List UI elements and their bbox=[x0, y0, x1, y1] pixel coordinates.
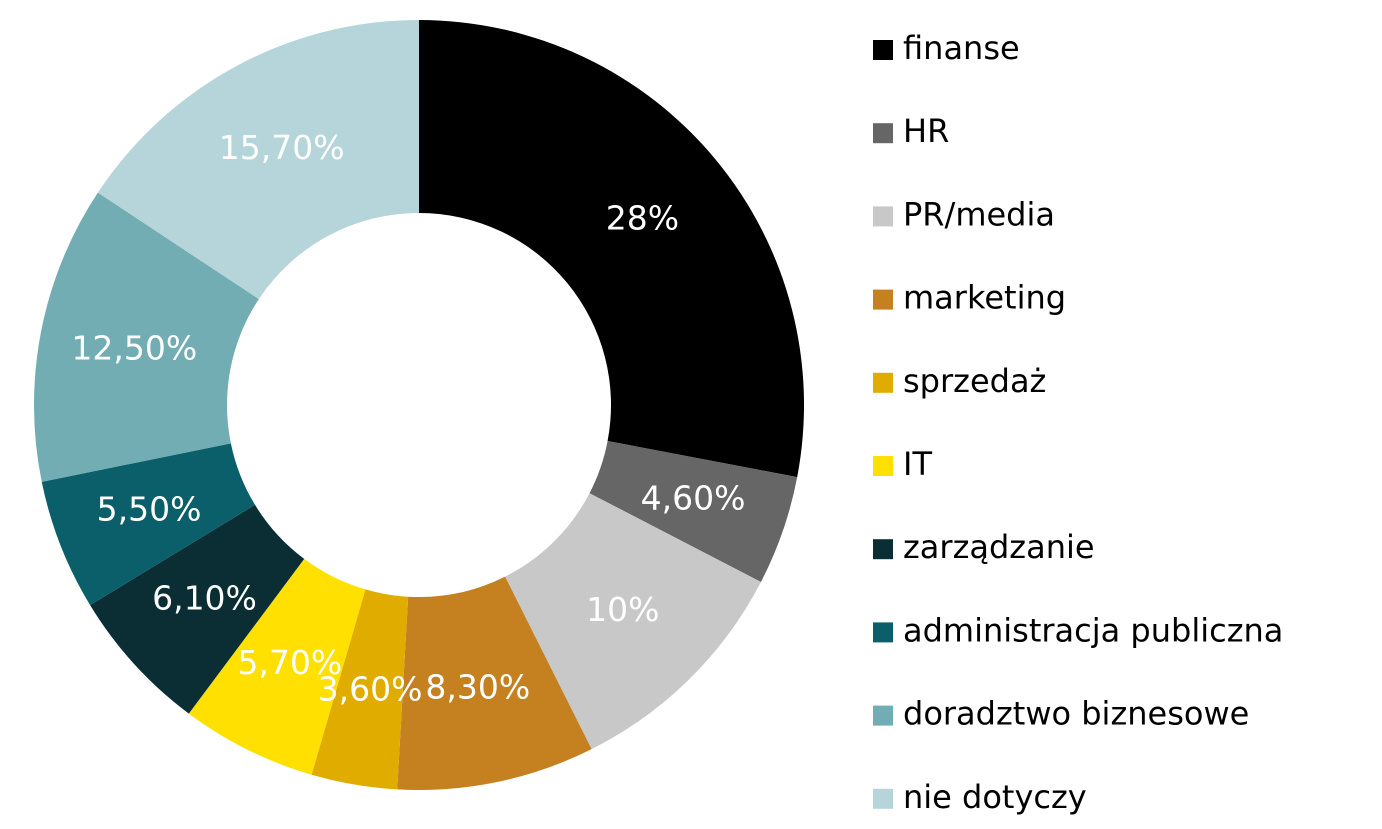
legend-label: PR/media bbox=[903, 195, 1055, 233]
data-label: 10% bbox=[586, 590, 659, 629]
donut-segment bbox=[419, 20, 805, 478]
legend-swatch bbox=[873, 705, 893, 726]
legend-label: doradztwo biznesowe bbox=[903, 695, 1249, 733]
data-label: 4,60% bbox=[641, 478, 746, 517]
legend-swatch bbox=[873, 123, 893, 144]
data-label: 28% bbox=[606, 199, 679, 238]
legend-swatch bbox=[873, 788, 893, 809]
legend-swatch bbox=[873, 289, 893, 310]
data-label: 12,50% bbox=[71, 328, 197, 367]
data-label: 5,70% bbox=[237, 643, 342, 682]
donut-segment bbox=[34, 192, 259, 482]
data-label: 5,50% bbox=[97, 489, 202, 528]
donut-segment bbox=[505, 493, 761, 750]
data-label: 3,60% bbox=[318, 669, 423, 708]
legend-label: marketing bbox=[903, 279, 1066, 317]
legend-swatch bbox=[873, 539, 893, 560]
legend-label: finanse bbox=[903, 29, 1020, 67]
legend-label: HR bbox=[903, 112, 949, 150]
legend-swatch bbox=[873, 622, 893, 643]
legend-swatch bbox=[873, 40, 893, 60]
legend-label: administracja publiczna bbox=[903, 611, 1283, 649]
legend-swatch bbox=[873, 206, 893, 227]
data-label: 15,70% bbox=[219, 128, 345, 167]
donut-segment bbox=[397, 576, 592, 790]
donut-segment bbox=[589, 440, 798, 582]
donut-segment bbox=[41, 443, 255, 606]
legend-label: nie dotyczy bbox=[903, 778, 1087, 816]
legend-swatch bbox=[873, 456, 893, 476]
legend-label: zarządzanie bbox=[903, 528, 1095, 566]
data-label: 6,10% bbox=[152, 579, 257, 618]
donut-segment bbox=[311, 589, 409, 790]
legend-label: IT bbox=[903, 445, 932, 483]
donut-segment bbox=[97, 20, 419, 300]
legend-swatch bbox=[873, 372, 893, 393]
legend-label: sprzedaż bbox=[903, 362, 1046, 400]
data-label: 8,30% bbox=[425, 667, 530, 706]
donut-segment bbox=[188, 558, 366, 775]
donut-segment bbox=[90, 504, 305, 714]
